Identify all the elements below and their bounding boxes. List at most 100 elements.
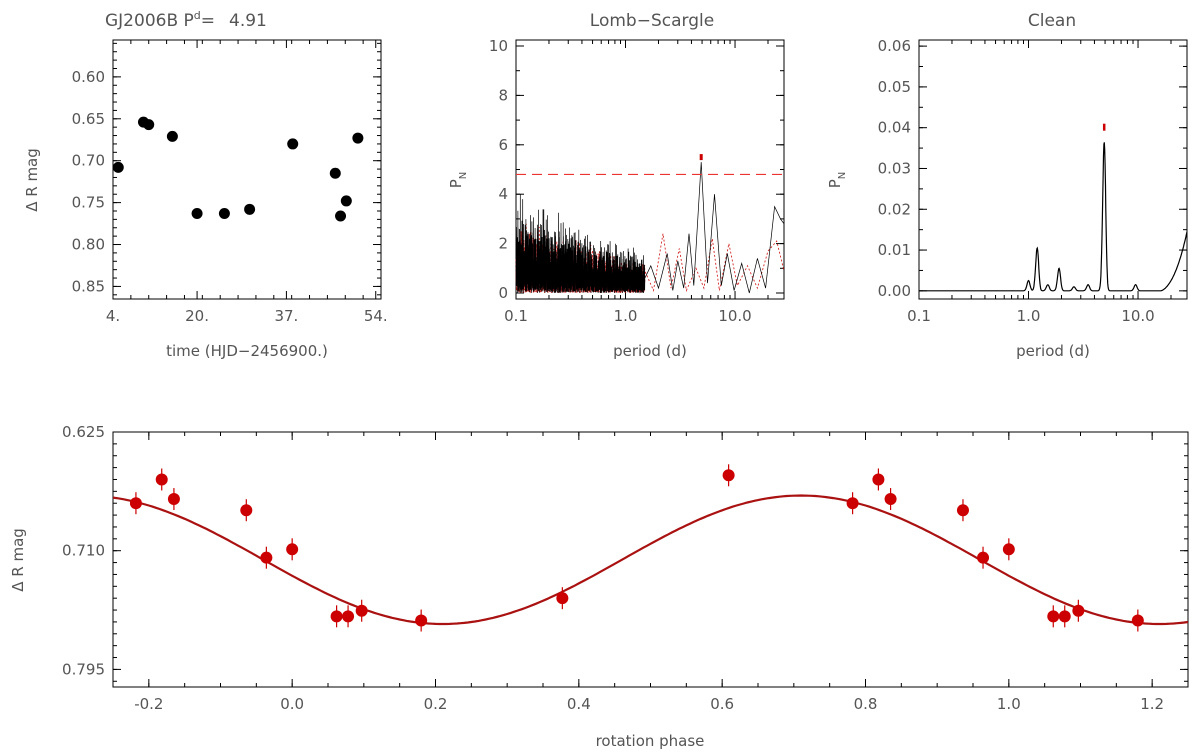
timeseries-point (352, 132, 364, 144)
clean-curves (919, 123, 1188, 292)
x-tick-label: -0.2 (134, 695, 163, 713)
phase-point (1072, 604, 1085, 617)
timeseries-ticks: 4. 20. 37. 54. 0.60 0.65 0.70 0.75 0.80 0.85 (72, 40, 388, 325)
x-tick-label: 54. (364, 307, 388, 325)
y-tick-label: 0 (498, 284, 508, 302)
y-tick-label: 0.80 (72, 236, 105, 254)
x-tick-label: 0.0 (280, 695, 304, 713)
lomb-ylabel: PN (447, 172, 469, 189)
phase-point (956, 504, 969, 517)
timeseries-point (218, 208, 230, 220)
timeseries-point (287, 138, 299, 150)
y-tick-label: 8 (498, 86, 508, 104)
phase-point (260, 551, 273, 564)
x-tick-label: 1.0 (997, 695, 1021, 713)
y-tick-label: 0.60 (72, 68, 105, 86)
x-tick-label: 0.4 (567, 695, 591, 713)
phase-panel: -0.2 0.0 0.2 0.4 0.6 0.8 1.0 1.2 0.625 0.710 0.795… (9, 423, 1189, 750)
x-tick-label: 1.0 (1017, 307, 1041, 325)
y-tick-label: 0.710 (62, 542, 105, 560)
clean-xlabel: period (d) (1016, 342, 1090, 360)
clean-axes-frame (918, 39, 1188, 300)
timeseries-point (329, 167, 341, 179)
x-tick-label: 4. (106, 307, 120, 325)
phase-point (884, 493, 897, 506)
x-tick-label: 37. (274, 307, 298, 325)
y-tick-label: 0.06 (878, 37, 911, 55)
phase-point (330, 610, 343, 623)
x-tick-label: 1.2 (1140, 695, 1164, 713)
phase-point (355, 604, 368, 617)
x-tick-label: 1.0 (614, 307, 638, 325)
timeseries-point (244, 203, 256, 215)
x-tick-label: 0.1 (907, 307, 931, 325)
clean-curve (919, 142, 1188, 292)
phase-point (846, 497, 859, 510)
y-tick-label: 4 (498, 185, 508, 203)
timeseries-xlabel: time (HJD−2456900.) (166, 342, 328, 360)
phase-point (342, 610, 355, 623)
phase-point (155, 473, 168, 486)
x-tick-label: 0.6 (710, 695, 734, 713)
phase-point (240, 504, 253, 517)
timeseries-point (335, 210, 347, 222)
phase-xlabel: rotation phase (596, 732, 705, 750)
y-tick-label: 0.00 (878, 282, 911, 300)
y-tick-label: 0.65 (72, 110, 105, 128)
phase-point (129, 497, 142, 510)
phase-point (556, 592, 569, 605)
y-tick-label: 6 (498, 136, 508, 154)
y-tick-label: 10 (489, 37, 508, 55)
x-tick-label: 10.0 (1121, 307, 1154, 325)
clean-title: Clean (1028, 11, 1076, 31)
y-tick-label: 0.05 (878, 78, 911, 96)
phase-point (872, 473, 885, 486)
periodogram-curve (515, 162, 785, 294)
lomb-curves (515, 154, 785, 294)
y-tick-label: 0.795 (62, 660, 105, 678)
y-tick-label: 0.01 (878, 241, 911, 259)
y-tick-label: 0.75 (72, 194, 105, 212)
timeseries-point (112, 161, 124, 173)
y-tick-label: 0.04 (878, 119, 911, 137)
phase-points (129, 464, 1144, 632)
phase-ylabel: Δ R mag (9, 528, 27, 592)
timeseries-title: GJ2006B Pd= 4.91 (105, 9, 267, 31)
y-tick-label: 0.02 (878, 200, 911, 218)
phase-point (977, 551, 990, 564)
timeseries-panel: GJ2006B Pd= 4.91 4. 20. 37. 54. 0.60 0.65 0.70 0… (23, 9, 388, 360)
phase-point (286, 543, 299, 556)
timeseries-points (112, 116, 364, 222)
sinusoid-fit (112, 494, 1189, 626)
phase-point (415, 614, 428, 627)
phase-ticks: -0.2 0.0 0.2 0.4 0.6 0.8 1.0 1.2 0.625 0.710 0.795 (62, 423, 1188, 713)
timeseries-ylabel: Δ R mag (23, 148, 41, 212)
timeseries-axes-frame (112, 39, 382, 300)
x-tick-label: 0.8 (854, 695, 878, 713)
timeseries-point (143, 119, 155, 131)
x-tick-label: 10.0 (718, 307, 751, 325)
timeseries-point (191, 208, 203, 220)
timeseries-point (166, 130, 178, 142)
y-tick-label: 0.03 (878, 159, 911, 177)
phase-fit (112, 494, 1189, 626)
y-tick-label: 0.625 (62, 423, 105, 441)
lomb-scargle-title: Lomb−Scargle (590, 11, 714, 31)
phase-point (1002, 543, 1015, 556)
clean-ticks: 0.1 1.0 10.0 0.00 0.01 0.02 0.03 0.04 0.05 0.06 (878, 37, 1187, 325)
clean-panel: Clean 0.1 1.0 10.0 0.00 0.01 0.02 0.03 0.04 0.05… (826, 11, 1188, 360)
phase-point (1131, 614, 1144, 627)
x-tick-label: 20. (185, 307, 209, 325)
x-tick-label: 0.1 (504, 307, 528, 325)
phase-point (1047, 610, 1060, 623)
x-tick-label: 0.2 (424, 695, 448, 713)
phase-point (722, 469, 735, 482)
lomb-xlabel: period (d) (613, 342, 687, 360)
y-tick-label: 0.85 (72, 277, 105, 295)
phase-axes-frame (112, 431, 1189, 688)
clean-ylabel: PN (826, 172, 848, 189)
phase-point (167, 493, 180, 506)
y-tick-label: 2 (498, 235, 508, 253)
timeseries-point (340, 195, 352, 207)
